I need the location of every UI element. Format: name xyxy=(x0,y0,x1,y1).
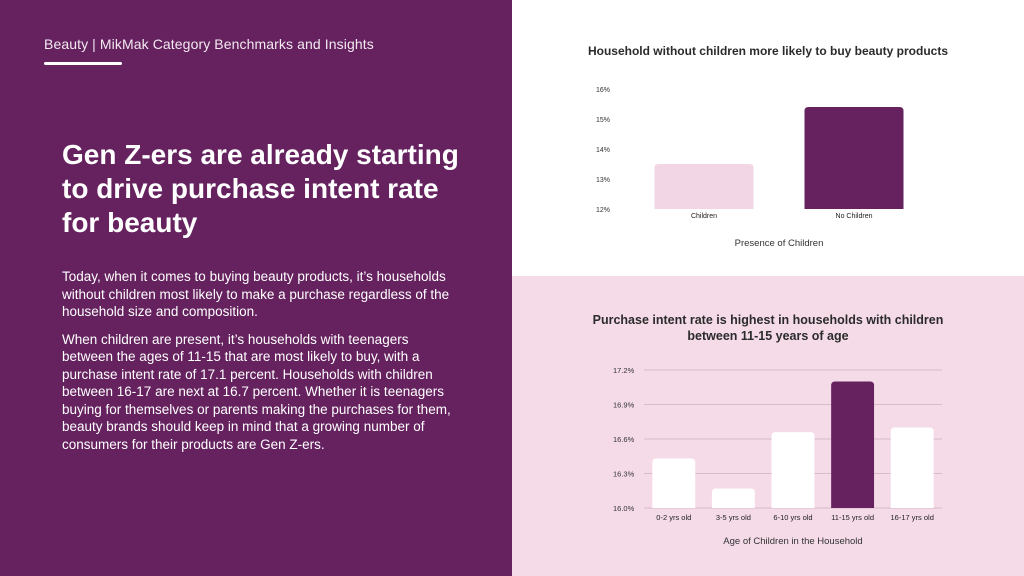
bar xyxy=(652,458,696,508)
y-tick-label: 16.9% xyxy=(613,401,635,410)
bar xyxy=(831,381,875,508)
y-tick-label: 17.2% xyxy=(613,366,635,375)
body-text: Today, when it comes to buying beauty pr… xyxy=(62,268,462,463)
bar xyxy=(890,427,934,508)
x-axis-label: Age of Children in the Household xyxy=(723,536,862,547)
header-label: Beauty | MikMak Category Benchmarks and … xyxy=(44,36,374,52)
y-tick-label: 16% xyxy=(596,87,610,94)
y-tick-label: 13% xyxy=(596,177,610,184)
bar xyxy=(804,107,904,209)
chart2-title: Purchase intent rate is highest in house… xyxy=(592,313,944,343)
header-underline xyxy=(44,62,122,65)
bar xyxy=(711,488,755,508)
y-tick-label: 14% xyxy=(596,147,610,154)
body-paragraph-1: Today, when it comes to buying beauty pr… xyxy=(62,269,450,319)
x-tick-label: Children xyxy=(691,213,717,220)
y-tick-label: 12% xyxy=(596,207,610,214)
body-paragraph-2: When children are present, it’s househol… xyxy=(62,331,451,452)
bar xyxy=(654,164,754,209)
page-title: Gen Z-ers are already starting to drive … xyxy=(62,139,459,238)
chart1-title: Household without children more likely t… xyxy=(587,44,949,58)
bar xyxy=(771,432,815,508)
y-tick-label: 15% xyxy=(596,117,610,124)
x-tick-label: 16-17 yrs old xyxy=(891,513,934,522)
chart2-panel: Purchase intent rate is highest in house… xyxy=(512,276,1024,576)
x-tick-label: 3-5 yrs old xyxy=(716,513,751,522)
x-tick-label: 0-2 yrs old xyxy=(656,513,691,522)
x-axis-label: Presence of Children xyxy=(735,238,824,249)
x-tick-label: 11-15 yrs old xyxy=(831,513,874,522)
y-tick-label: 16.6% xyxy=(613,435,635,444)
chart1-panel: Household without children more likely t… xyxy=(512,0,1024,276)
y-tick-label: 16.0% xyxy=(613,504,635,513)
chart1-svg: 12% 13% 14% 15% 16% Children No Children Presen… xyxy=(596,87,904,249)
y-tick-label: 16.3% xyxy=(613,470,635,479)
left-panel: Beauty | MikMak Category Benchmarks and … xyxy=(0,0,512,576)
chart2-svg: 16.0% 16.3% 16.6% 16.9% 17.2% 0-2 yrs old 3-5 … xyxy=(613,366,942,547)
x-tick-label: No Children xyxy=(836,213,873,220)
x-tick-label: 6-10 yrs old xyxy=(773,513,812,522)
